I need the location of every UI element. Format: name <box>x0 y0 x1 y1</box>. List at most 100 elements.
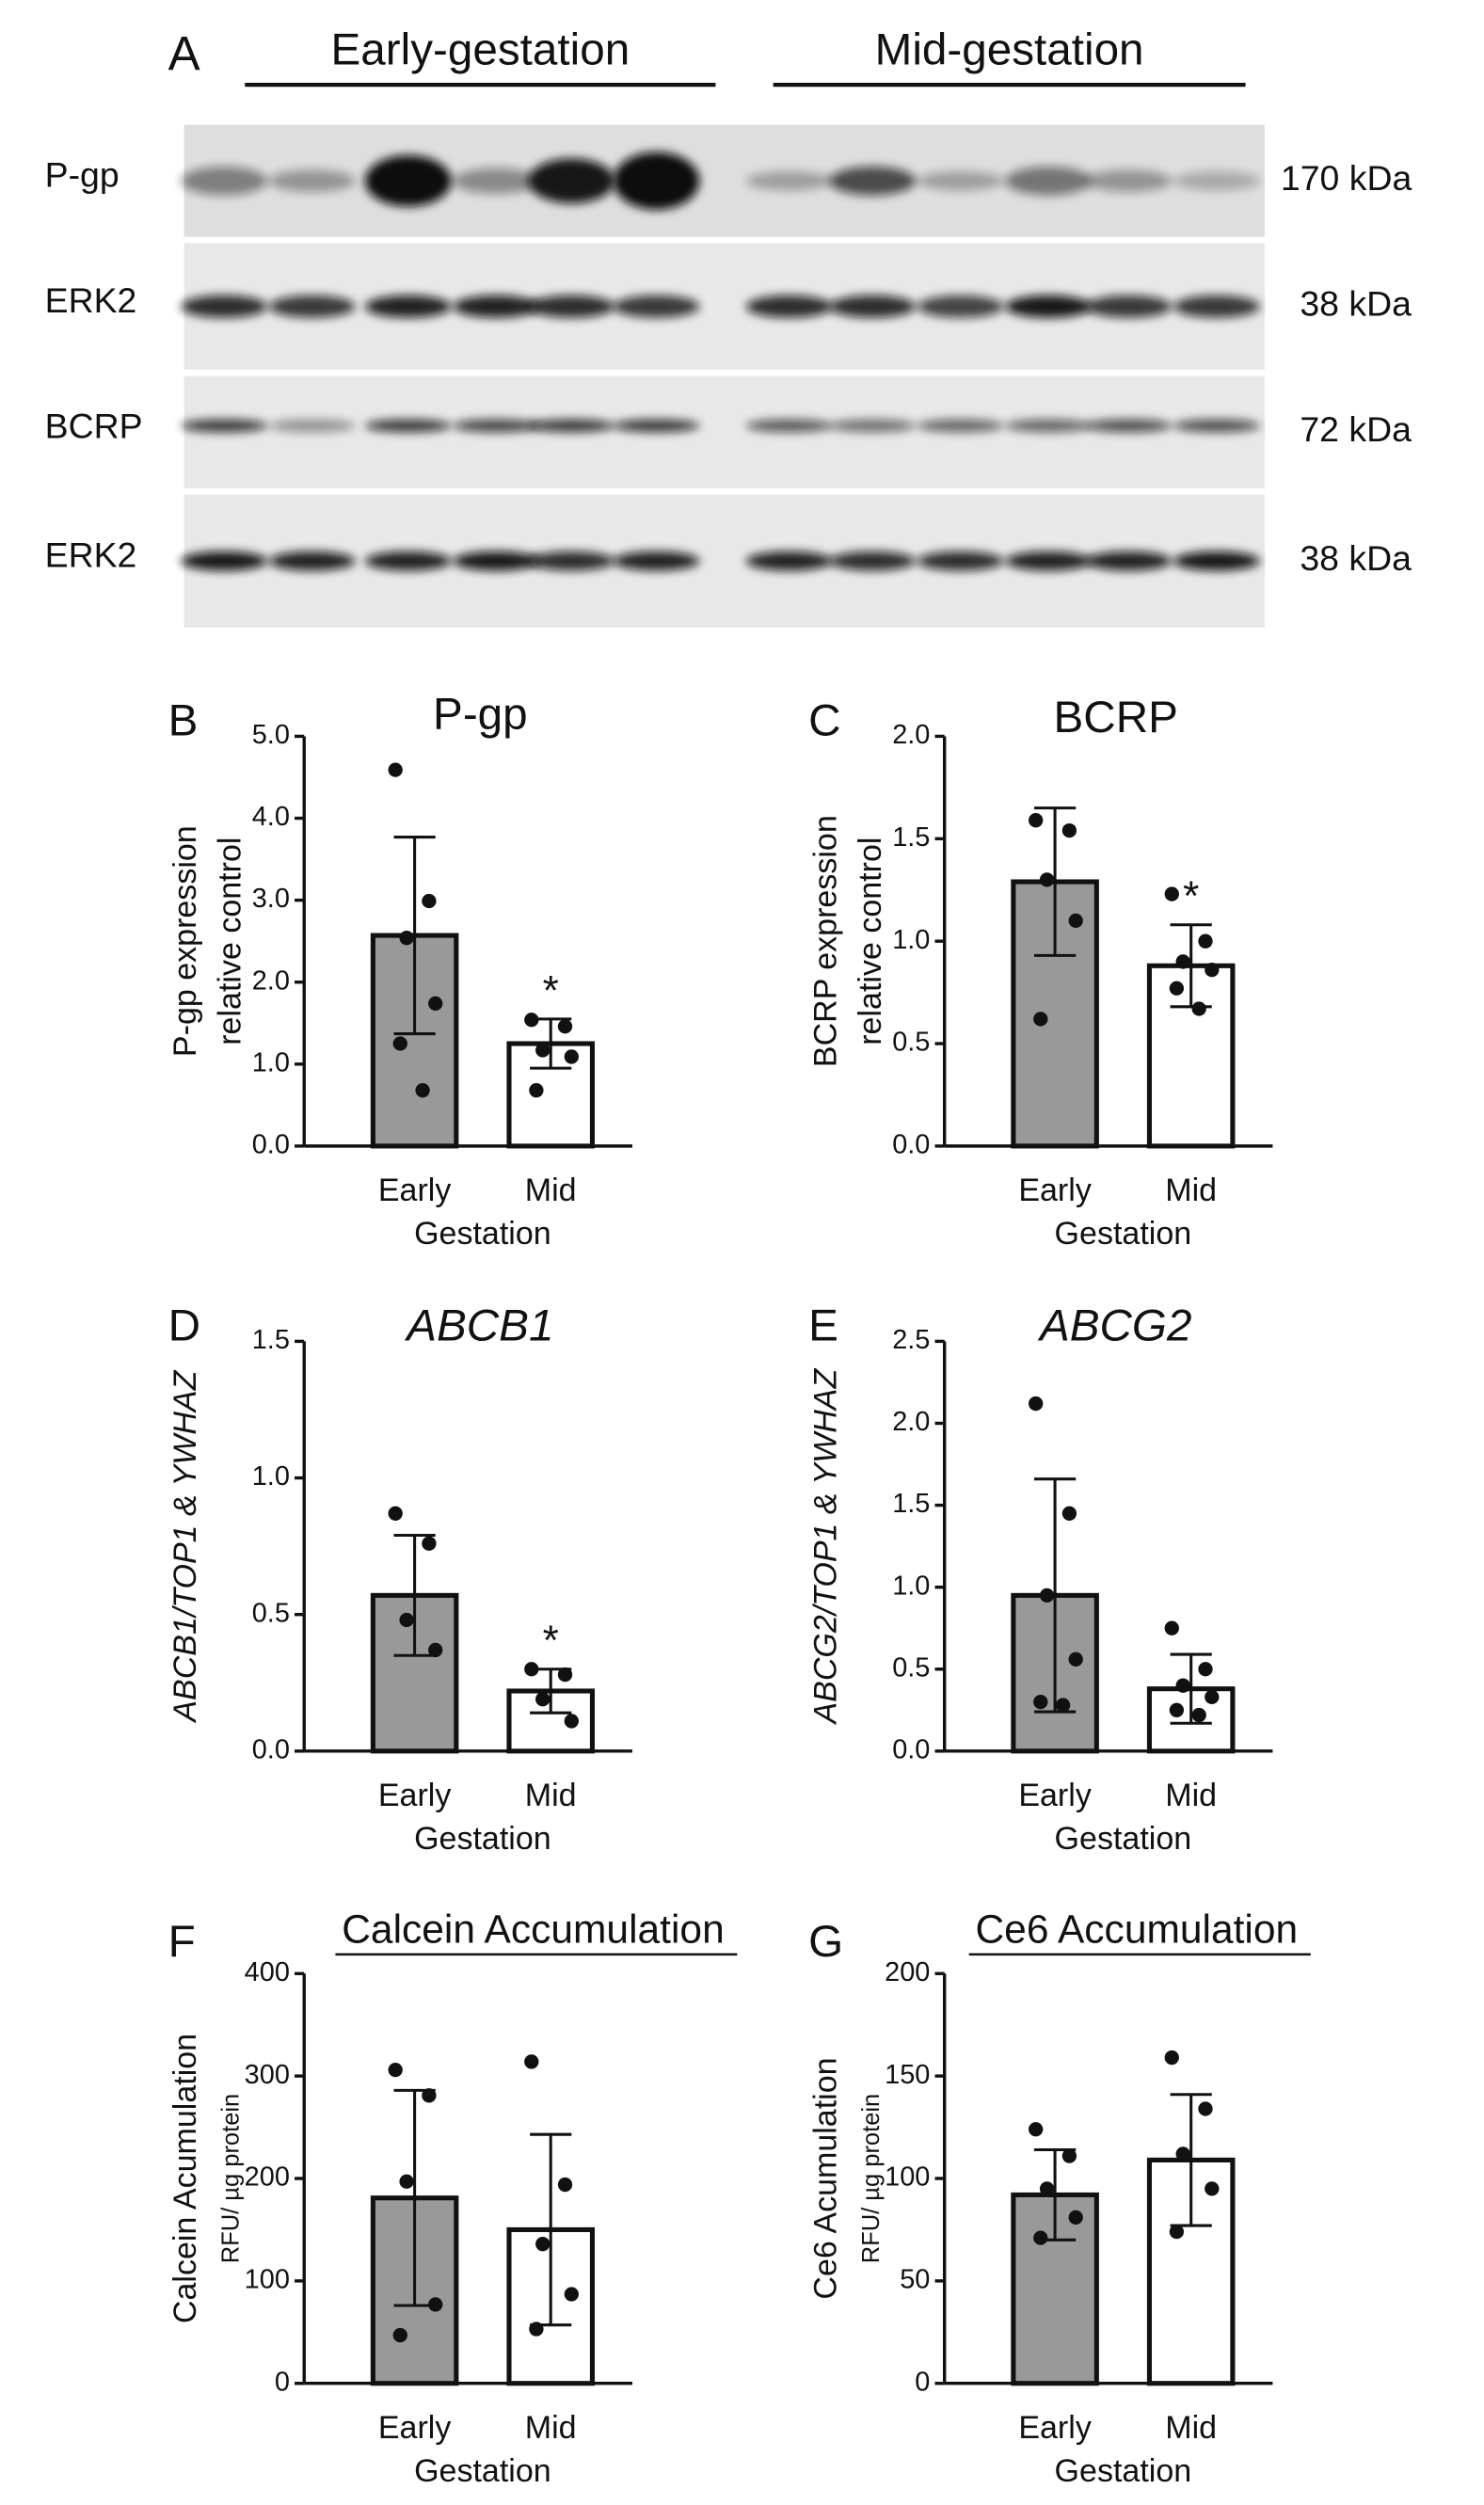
data-point <box>1169 2224 1185 2240</box>
data-point <box>1061 1506 1077 1521</box>
data-point <box>388 1506 403 1521</box>
y-axis-label: RFU/ µg protein <box>858 2094 885 2264</box>
data-point <box>1191 1001 1206 1016</box>
chart-title: P-gp <box>433 690 528 740</box>
y-tick-label: 4.0 <box>252 802 290 832</box>
data-point <box>1169 981 1185 996</box>
data-point <box>388 2062 403 2078</box>
blot-band <box>1173 550 1260 571</box>
x-axis-label: Gestation <box>414 1216 551 1252</box>
blot-band <box>829 295 917 318</box>
y-tick-label: 1.0 <box>892 925 930 955</box>
blot-band <box>364 550 452 571</box>
blot-band <box>364 154 452 207</box>
data-point <box>1039 1588 1055 1604</box>
y-tick-label: 2.0 <box>252 965 290 996</box>
x-axis-label: Gestation <box>1055 1821 1192 1857</box>
blot-strip <box>184 375 1265 488</box>
blot-band <box>829 550 917 571</box>
data-point <box>1068 2210 1083 2226</box>
data-point <box>1164 886 1179 901</box>
y-axis-label: Ce6 Acumulation <box>807 2057 843 2299</box>
blot-band <box>1005 166 1093 196</box>
data-point <box>399 1612 414 1628</box>
data-point <box>564 1714 579 1729</box>
x-tick-label: Mid <box>1165 2410 1217 2446</box>
blot-band <box>268 295 356 318</box>
y-axis-label: ABCB1/TOP1 & YWHAZ <box>168 1369 203 1723</box>
data-point <box>428 1642 443 1658</box>
y-axis-label: RFU/ µg protein <box>217 2094 244 2264</box>
panel-letter: C <box>808 695 840 745</box>
data-point <box>1029 1396 1044 1412</box>
significance-marker: * <box>543 1618 559 1664</box>
data-point <box>524 1013 539 1028</box>
blot-band <box>1085 295 1173 318</box>
group-label: Early-gestation <box>331 25 630 75</box>
blot-band <box>745 550 833 571</box>
blot-band <box>613 152 700 210</box>
data-point <box>422 893 437 909</box>
significance-marker: * <box>543 967 559 1013</box>
row-label: P-gp <box>45 155 120 195</box>
blot-band <box>181 550 268 571</box>
data-point <box>1164 1620 1179 1635</box>
blot-band <box>1173 419 1260 433</box>
blot-band <box>745 171 833 191</box>
y-tick-label: 100 <box>245 2265 290 2295</box>
y-tick-label: 2.5 <box>892 1325 930 1355</box>
x-tick-label: Mid <box>1165 1173 1217 1208</box>
blot-band <box>528 158 615 204</box>
blot-band <box>917 295 1004 318</box>
data-point <box>1198 2101 1213 2116</box>
x-axis-label: Gestation <box>1055 1216 1192 1252</box>
data-point <box>1033 2230 1048 2245</box>
panel-letter: D <box>168 1300 200 1350</box>
y-tick-label: 400 <box>245 1957 290 1987</box>
data-point <box>1164 2050 1179 2066</box>
blot-band <box>181 166 268 196</box>
blot-band <box>1173 171 1260 191</box>
blot-band <box>1005 295 1093 318</box>
x-tick-label: Mid <box>525 2410 577 2446</box>
blot-band <box>453 550 540 571</box>
chart-title: Ce6 Accumulation <box>975 1907 1298 1952</box>
x-tick-label: Mid <box>525 1173 577 1208</box>
panel-letter: G <box>808 1917 843 1967</box>
y-tick-label: 1.0 <box>892 1571 930 1601</box>
blot-band <box>829 419 917 433</box>
x-axis-label: Gestation <box>1055 2453 1192 2489</box>
blot-band <box>1085 550 1173 571</box>
bar <box>370 1592 459 1754</box>
blot-band <box>181 419 268 433</box>
blot-band <box>829 166 917 196</box>
y-tick-label: 150 <box>885 2060 930 2090</box>
size-label: 170 kDa <box>1281 158 1412 198</box>
data-point <box>399 2174 414 2189</box>
x-tick-label: Early <box>378 1778 452 1813</box>
blot-band <box>917 419 1004 433</box>
y-axis-label: P-gp expression <box>168 825 203 1057</box>
x-axis-label: Gestation <box>414 2453 551 2489</box>
data-point <box>1175 2146 1190 2162</box>
data-point <box>1068 913 1083 929</box>
y-tick-label: 0.0 <box>252 1130 290 1160</box>
y-tick-label: 0.0 <box>892 1130 930 1160</box>
x-tick-label: Early <box>1018 2410 1092 2446</box>
data-point <box>415 1083 430 1098</box>
blot-band <box>1085 169 1173 193</box>
size-label: 38 kDa <box>1300 284 1412 324</box>
blot-band <box>268 419 356 433</box>
y-axis-label: relative control <box>853 838 888 1045</box>
data-point <box>1061 2148 1077 2163</box>
data-point <box>529 2322 544 2337</box>
blot-band <box>528 295 615 318</box>
data-point <box>529 1083 544 1098</box>
data-point <box>524 2054 539 2069</box>
blot-band <box>528 550 615 571</box>
row-label: ERK2 <box>45 280 137 320</box>
y-tick-label: 200 <box>885 1957 930 1987</box>
data-point <box>1191 1707 1206 1723</box>
data-point <box>1198 933 1213 949</box>
